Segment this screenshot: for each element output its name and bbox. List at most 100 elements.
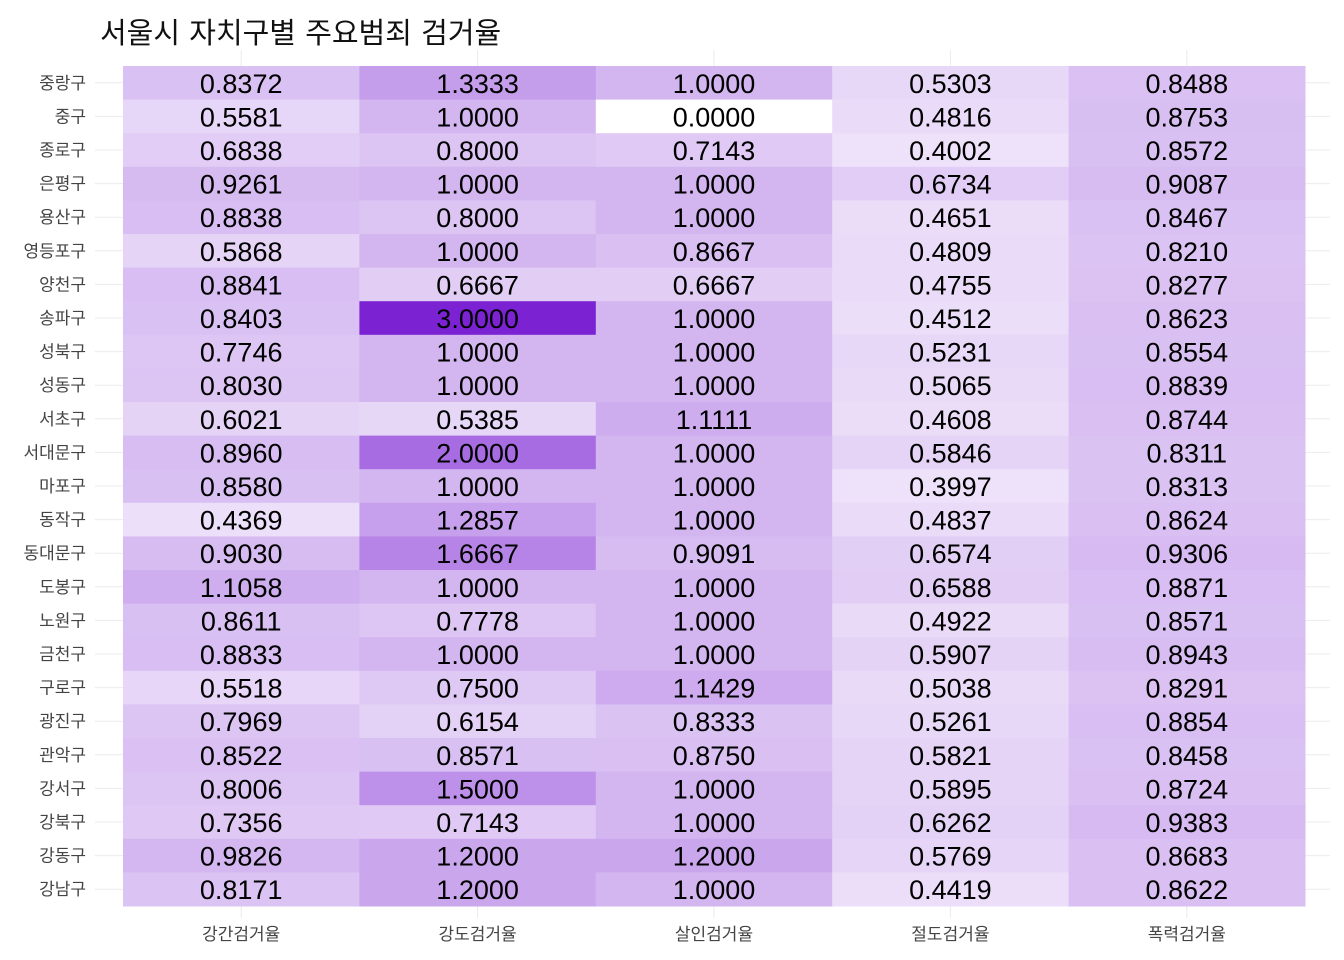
cell-value-label: 0.8313 [1146, 472, 1229, 502]
heatmap-cell [123, 368, 360, 403]
heatmap-cell [1068, 536, 1306, 571]
cell-value-label: 0.5518 [200, 674, 283, 704]
cell-value-label: 0.5846 [909, 438, 992, 468]
heatmap-cell [832, 301, 1070, 336]
cell-value-label: 1.2000 [436, 875, 519, 905]
cell-value-label: 0.8458 [1146, 741, 1229, 771]
heatmap-cell [832, 771, 1070, 806]
y-tick-label: 금천구 [39, 645, 86, 665]
cell-value-label: 0.6262 [909, 808, 992, 838]
cell-value-label: 0.8372 [200, 69, 283, 99]
heatmap-cell [595, 301, 833, 336]
heatmap-cell [832, 805, 1070, 840]
heatmap-cell [832, 402, 1070, 437]
heatmap-cell [359, 771, 597, 806]
y-tick-label: 동대문구 [23, 544, 86, 564]
heatmap-cell [832, 570, 1070, 605]
heatmap-cell [123, 402, 360, 437]
heatmap-cell [359, 99, 597, 134]
heatmap-cell [595, 872, 833, 907]
cell-value-label: 0.8750 [673, 741, 756, 771]
cell-value-label: 0.9383 [1146, 808, 1229, 838]
cell-value-label: 0.7143 [673, 136, 756, 166]
cell-value-label: 0.5769 [909, 842, 992, 872]
heatmap-cell [1068, 267, 1306, 302]
cell-value-label: 0.8006 [200, 774, 283, 804]
heatmap-cell [595, 805, 833, 840]
heatmap-cell [123, 234, 360, 269]
heatmap-cell [832, 166, 1070, 201]
chart-title: 서울시 자치구별 주요범죄 검거율 [100, 16, 502, 50]
heatmap-cell [1068, 99, 1306, 134]
cell-value-label: 0.5868 [200, 237, 283, 267]
heatmap-cell [123, 435, 360, 470]
cell-value-label: 1.6667 [436, 539, 519, 569]
heatmap-cell [123, 771, 360, 806]
cell-value-label: 0.4651 [909, 203, 992, 233]
cell-value-label: 0.6667 [436, 270, 519, 300]
heatmap-cell [595, 670, 833, 705]
heatmap-cell [832, 435, 1070, 470]
heatmap-cell [595, 771, 833, 806]
y-tick-label: 동작구 [39, 511, 86, 531]
cell-value-label: 0.5385 [436, 405, 519, 435]
cell-value-label: 1.0000 [436, 170, 519, 200]
heatmap-cell [595, 200, 833, 235]
heatmap-cell [595, 704, 833, 739]
heatmap-cell [359, 66, 597, 101]
heatmap-cell [359, 838, 597, 873]
y-tick-label: 송파구 [39, 309, 86, 329]
cell-value-label: 0.6021 [200, 405, 283, 435]
heatmap-cell [123, 536, 360, 571]
cell-value-label: 1.3333 [436, 69, 519, 99]
heatmap-cell [1068, 402, 1306, 437]
cell-value-label: 0.8580 [200, 472, 283, 502]
y-tick-label: 서대문구 [23, 443, 86, 463]
cell-value-label: 1.0000 [673, 808, 756, 838]
heatmap-cell [1068, 435, 1306, 470]
heatmap-cell [359, 704, 597, 739]
heatmap-cell [1068, 234, 1306, 269]
y-tick-label: 구로구 [39, 679, 86, 699]
cell-value-label: 1.0000 [673, 640, 756, 670]
cell-value-label: 0.5581 [200, 102, 283, 132]
cell-value-label: 0.5303 [909, 69, 992, 99]
cell-value-label: 0.8171 [200, 875, 283, 905]
heatmap-cell [1068, 301, 1306, 336]
cell-value-label: 0.5907 [909, 640, 992, 670]
heatmap-cell [1068, 771, 1306, 806]
cell-value-label: 0.8311 [1147, 438, 1228, 468]
heatmap-cell [595, 603, 833, 638]
cell-value-label: 1.0000 [673, 371, 756, 401]
heatmap-cell [832, 670, 1070, 705]
cell-value-label: 1.0000 [436, 102, 519, 132]
cell-value-label: 1.0000 [673, 774, 756, 804]
heatmap-cell [595, 435, 833, 470]
heatmap-cell [832, 502, 1070, 537]
cell-value-label: 0.8724 [1146, 774, 1229, 804]
x-tick-label: 강도검거율 [438, 925, 516, 945]
heatmap-cell [1068, 805, 1306, 840]
heatmap-cell [123, 133, 360, 168]
y-axis-tick-labels: 중랑구중구종로구은평구용산구영등포구양천구송파구성북구성동구서초구서대문구마포구… [23, 74, 86, 900]
cell-value-label: 0.8554 [1146, 338, 1229, 368]
heatmap-cell [832, 133, 1070, 168]
heatmap-cell [832, 603, 1070, 638]
cell-value-label: 1.0000 [673, 304, 756, 334]
cell-value-label: 0.8744 [1146, 405, 1229, 435]
cell-value-label: 0.6588 [909, 573, 992, 603]
heatmap-cell [359, 670, 597, 705]
heatmap-cell [832, 234, 1070, 269]
cell-value-label: 1.2857 [436, 506, 519, 536]
heatmap-cell [832, 536, 1070, 571]
y-tick-label: 용산구 [39, 208, 86, 228]
heatmap-cell [359, 570, 597, 605]
cell-value-label: 0.6667 [673, 270, 756, 300]
heatmap-cell [123, 166, 360, 201]
cell-value-label: 0.8571 [436, 741, 519, 771]
cell-value-label: 0.8841 [200, 270, 283, 300]
cell-value-label: 1.0000 [673, 472, 756, 502]
cell-value-label: 0.8467 [1146, 203, 1229, 233]
cell-value-label: 1.0000 [673, 606, 756, 636]
